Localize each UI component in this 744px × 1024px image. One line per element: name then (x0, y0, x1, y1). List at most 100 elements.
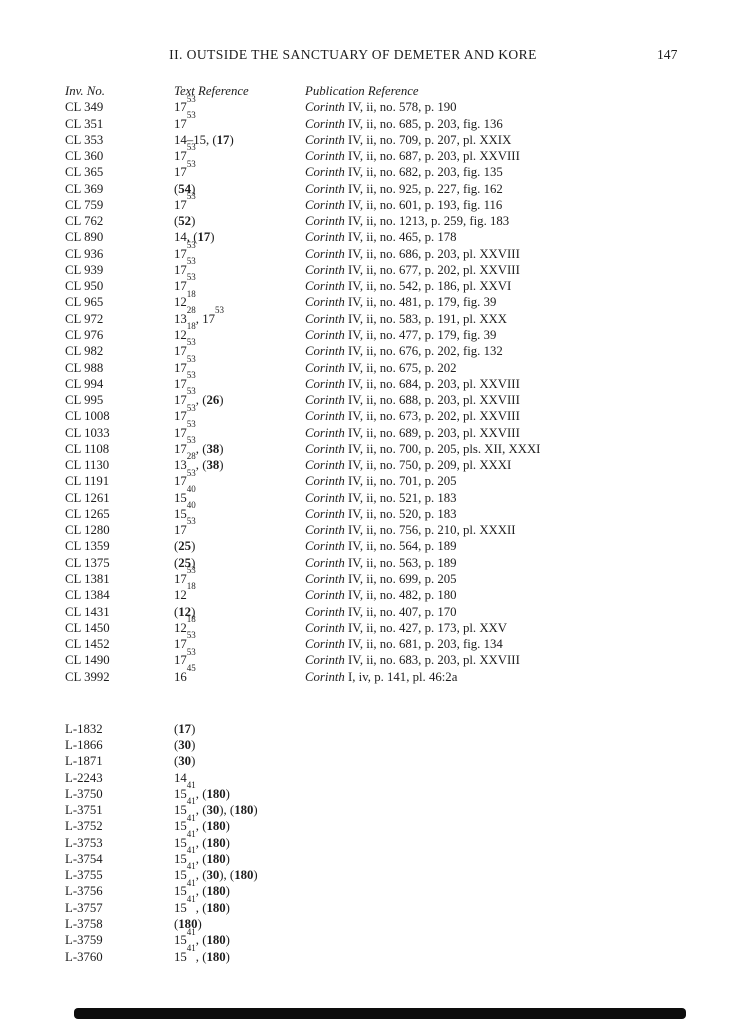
inv-no-cell: CL 349 (65, 100, 104, 115)
table-row: CL 995 1753, (26) Corinth IV, ii, no. 688,… (65, 387, 705, 409)
table-row: L-1832 (17) (65, 722, 705, 738)
text-reference-cell: 1753 (174, 191, 196, 212)
column-header-publication-reference: Publication Reference (305, 84, 419, 98)
text-reference-cell: 1753 (174, 239, 196, 261)
table-row: CL 982 1753 Corinth IV, ii, no. 676, p. 20… (65, 337, 705, 360)
text-reference-cell: 1753 (174, 142, 196, 164)
text-reference-cell: 1218 (174, 581, 196, 603)
text-reference-cell: 1541, (180) (174, 877, 230, 899)
inv-no-cell: CL 1381 (65, 571, 110, 586)
table-header-row: Inv. No. Text Reference Publication Refe… (65, 84, 705, 100)
text-reference-cell: 1541, (180) (174, 926, 230, 948)
text-reference-cell: 1541, (180) (174, 812, 230, 834)
text-reference-cell: 1753 (174, 516, 196, 538)
inv-no-cell: CL 759 (65, 197, 104, 212)
publication-reference-cell: Corinth IV, ii, no. 482, p. 180 (305, 588, 457, 603)
publication-reference-cell: Corinth IV, ii, no. 699, p. 205 (305, 571, 457, 586)
page-number: 147 (657, 47, 678, 62)
publication-reference-cell: Corinth IV, ii, no. 673, p. 202, pl. XXV… (305, 409, 520, 424)
text-reference-cell: 14–15, (17) (174, 132, 234, 147)
text-reference-cell: (17) (174, 721, 196, 736)
text-reference-cell: 1753 (174, 370, 196, 391)
table-row: L-1871 (30) (65, 754, 705, 770)
table-row: CL 353 14–15, (17) Corinth IV, ii, no. 709… (65, 133, 705, 149)
table-row: CL 1431 (12) Corinth IV, ii, no. 407, p. 1… (65, 605, 705, 621)
inv-no-cell: L-3755 (65, 868, 103, 883)
publication-reference-cell: Corinth IV, ii, no. 520, p. 183 (305, 506, 457, 521)
inv-no-cell: CL 3992 (65, 669, 110, 684)
table-row: CL 369 (54) Corinth IV, ii, no. 925, p. 22… (65, 182, 705, 198)
table-row: L-3751 1541, (30), (180) (65, 797, 705, 819)
publication-reference-cell: Corinth IV, ii, no. 686, p. 203, pl. XXV… (305, 246, 520, 261)
table-row: CL 1130 1328, (38) Corinth IV, ii, no. 750… (65, 451, 705, 474)
inv-no-cell: L-3753 (65, 835, 103, 850)
text-reference-cell: 1218 (174, 288, 196, 310)
table-row: CL 1381 1753 Corinth IV, ii, no. 699, p. 2… (65, 566, 705, 588)
table-row: CL 1359 (25) Corinth IV, ii, no. 564, p. 1… (65, 539, 705, 555)
inv-no-cell: CL 365 (65, 165, 104, 180)
publication-reference-cell: Corinth IV, ii, no. 677, p. 202, pl. XXV… (305, 262, 520, 277)
table-row: CL 890 14, (17) Corinth IV, ii, no. 465, p… (65, 230, 705, 246)
publication-reference-cell: Corinth IV, ii, no. 682, p. 203, fig. 13… (305, 165, 503, 180)
inv-no-cell: CL 1490 (65, 653, 110, 668)
table-row: L-3754 1541, (180) (65, 845, 705, 868)
inv-no-cell: CL 936 (65, 246, 104, 261)
table-row: L-3756 1541, (180) (65, 877, 705, 900)
inv-no-cell: CL 1452 (65, 637, 110, 652)
publication-reference-cell: Corinth IV, ii, no. 675, p. 202 (305, 360, 457, 375)
table-row: L-3757 1541, (180) (65, 893, 705, 917)
inv-no-cell: CL 1280 (65, 523, 110, 538)
table-row: CL 3992 1645 Corinth I, iv, p. 141, pl. 46… (65, 663, 705, 686)
inv-no-cell: CL 1108 (65, 441, 110, 456)
table-row: L-3760 1541, (180) (65, 943, 705, 966)
inv-no-cell: CL 1008 (65, 409, 110, 424)
inv-no-cell: L-3752 (65, 819, 103, 834)
publication-reference-cell: Corinth IV, ii, no. 465, p. 178 (305, 230, 457, 245)
text-reference-cell: 1541, (180) (174, 845, 230, 866)
reference-table: Inv. No. Text Reference Publication Refe… (65, 84, 705, 966)
table-row: L-3755 1541, (30), (180) (65, 862, 705, 884)
table-row: CL 360 1753 Corinth IV, ii, no. 687, p. 20… (65, 142, 705, 165)
table-row: L-1866 (30) (65, 738, 705, 754)
inv-no-cell: CL 965 (65, 295, 104, 310)
text-reference-cell: 1753 (174, 158, 196, 180)
inv-no-cell: CL 890 (65, 230, 104, 245)
inv-no-cell: L-2243 (65, 770, 103, 785)
text-reference-cell: 1328, (38) (174, 451, 224, 473)
text-reference-cell: 1541, (180) (174, 893, 230, 915)
table-row: CL 1450 1218 Corinth IV, ii, no. 427, p. 1… (65, 615, 705, 637)
text-reference-cell: 1753 (174, 353, 196, 375)
running-title: II. OUTSIDE THE SANCTUARY OF DEMETER AND… (169, 47, 537, 62)
table-row: CL 1191 1753 Corinth IV, ii, no. 701, p. 2… (65, 468, 705, 490)
inv-no-cell: CL 360 (65, 149, 104, 164)
publication-reference-cell: Corinth IV, ii, no. 407, p. 170 (305, 604, 457, 619)
inv-no-cell: L-3756 (65, 884, 103, 899)
column-header-text-reference: Text Reference (174, 84, 249, 98)
table-row: CL 1375 (25) Corinth IV, ii, no. 563, p. 1… (65, 556, 705, 572)
cl-inventory-group: CL 349 1753 Corinth IV, ii, no. 578, p. 19… (65, 94, 705, 686)
text-reference-cell: 1753 (174, 418, 196, 440)
publication-reference-cell: Corinth IV, ii, no. 583, p. 191, pl. XXX (305, 311, 508, 326)
table-row: CL 1384 1218 Corinth IV, ii, no. 482, p. 1… (65, 581, 705, 604)
inv-no-cell: CL 762 (65, 214, 104, 229)
table-row: CL 965 1218 Corinth IV, ii, no. 481, p. 17… (65, 288, 705, 311)
text-reference-cell: (25) (174, 555, 196, 570)
inv-no-cell: CL 369 (65, 181, 104, 196)
text-reference-cell: 1218 (174, 321, 196, 342)
text-reference-cell: 14 (174, 770, 187, 785)
table-row: CL 1490 1753 Corinth IV, ii, no. 683, p. 2… (65, 647, 705, 669)
publication-reference-cell: Corinth IV, ii, no. 750, p. 209, pl. XXX… (305, 458, 512, 473)
inv-no-cell: CL 950 (65, 279, 104, 294)
table-row: L-3758 (180) (65, 917, 705, 933)
publication-reference-cell: Corinth IV, ii, no. 542, p. 186, pl. XXV… (305, 279, 512, 294)
publication-reference-cell: Corinth IV, ii, no. 701, p. 205 (305, 474, 457, 489)
text-reference-cell: 1753 (174, 272, 196, 294)
text-reference-cell: 1753 (174, 337, 196, 359)
inv-no-cell: CL 1375 (65, 555, 110, 570)
inv-no-cell: L-3757 (65, 900, 103, 915)
publication-reference-cell: Corinth IV, ii, no. 477, p. 179, fig. 39 (305, 327, 497, 342)
table-row: CL 994 1753 Corinth IV, ii, no. 684, p. 20… (65, 370, 705, 393)
table-row: CL 976 1218 Corinth IV, ii, no. 477, p. 17… (65, 321, 705, 344)
publication-reference-cell: Corinth IV, ii, no. 709, p. 207, pl. XXI… (305, 132, 512, 147)
